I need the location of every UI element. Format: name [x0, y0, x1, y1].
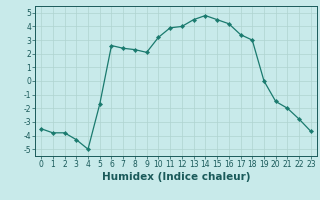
X-axis label: Humidex (Indice chaleur): Humidex (Indice chaleur)	[102, 172, 250, 182]
